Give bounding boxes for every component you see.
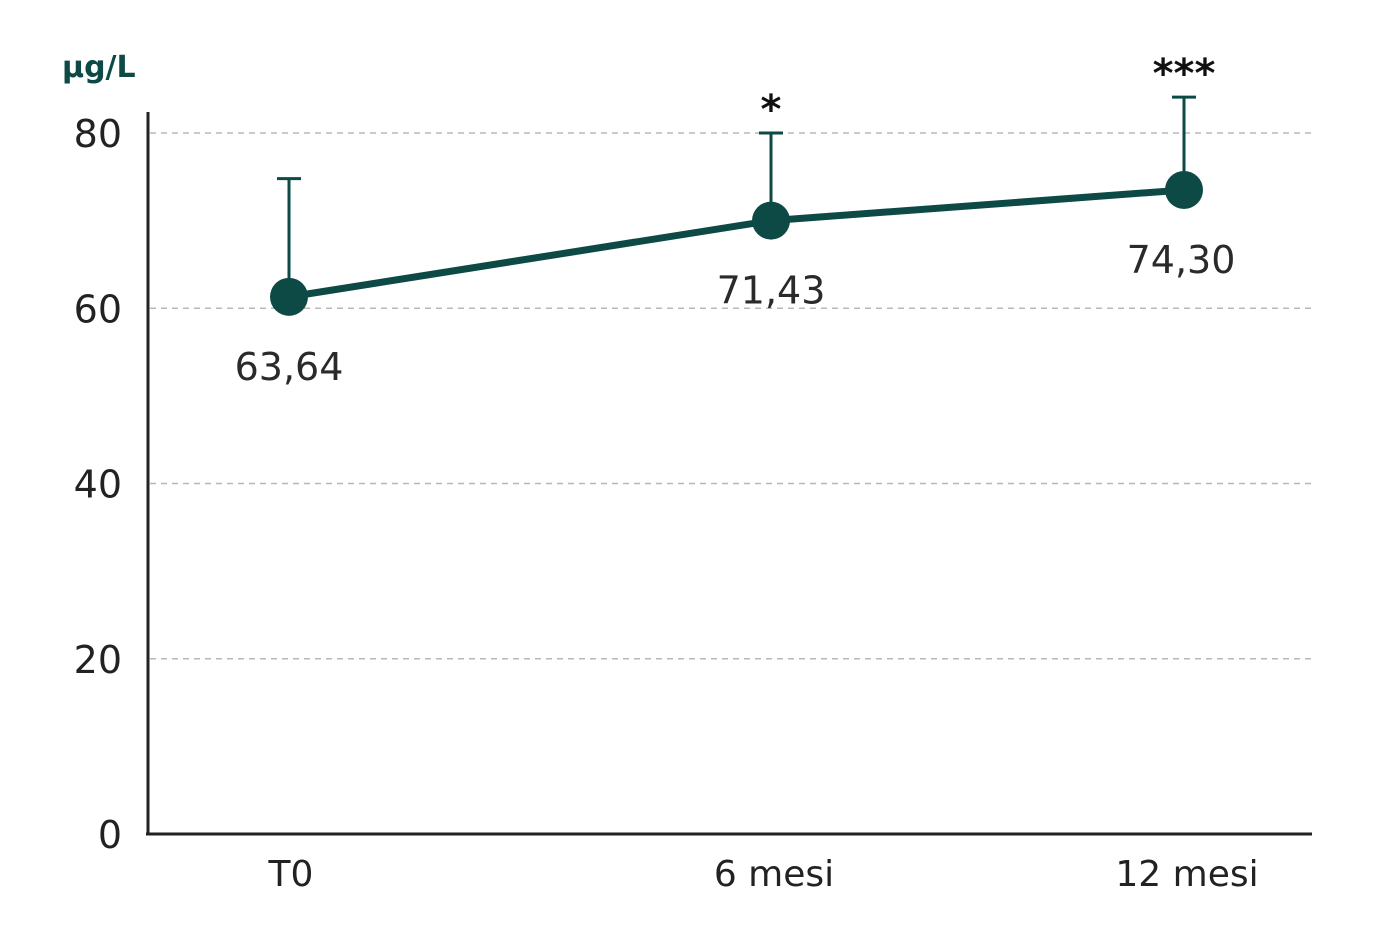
y-tick-60: 60 (74, 287, 122, 331)
y-tick-labels: 0 20 40 60 80 (74, 112, 122, 857)
significance-mark-2: *** (1153, 51, 1216, 97)
data-point-0 (270, 277, 308, 316)
data-point-1 (752, 201, 790, 240)
y-tick-40: 40 (74, 463, 122, 507)
data-point-2 (1165, 170, 1203, 209)
data-markers (270, 170, 1203, 316)
data-labels: 63,64 71,43 74,30 (235, 238, 1236, 389)
data-label-2: 74,30 (1127, 238, 1236, 282)
data-label-1: 71,43 (717, 269, 826, 313)
y-tick-0: 0 (98, 813, 122, 857)
significance-mark-1: * (761, 87, 782, 133)
x-tick-labels: T0 6 mesi 12 mesi (268, 854, 1259, 895)
y-tick-80: 80 (74, 112, 122, 156)
y-axis-unit-label: µg/L (62, 50, 136, 85)
data-label-0: 63,64 (235, 345, 344, 389)
x-tick-1: 6 mesi (714, 854, 834, 895)
x-tick-2: 12 mesi (1115, 854, 1258, 895)
axes (146, 112, 1312, 836)
x-tick-0: T0 (268, 854, 314, 895)
significance-marks: **** (761, 51, 1216, 133)
y-tick-20: 20 (74, 638, 122, 682)
grid-lines (150, 132, 1312, 660)
